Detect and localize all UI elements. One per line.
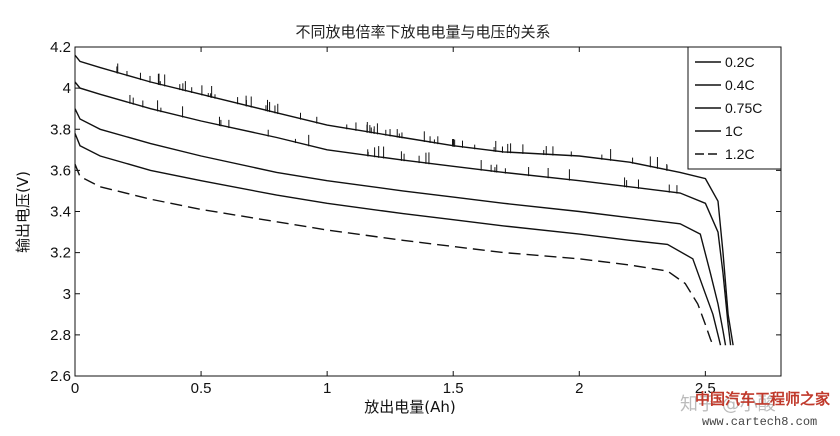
x-tick-label: 0.5 [191, 380, 212, 397]
measurement-noise [116, 63, 678, 194]
watermark-platform: 知乎 @小酸 [680, 394, 776, 415]
x-tick-label: 2 [575, 380, 583, 397]
legend: 0.2C 0.4C 0.75C 1C 1.2C [687, 46, 782, 170]
legend-label: 0.2C [725, 54, 755, 70]
x-axis-ticks: 0 0.5 1 1.5 2 2.5 [71, 47, 716, 397]
y-tick-label: 2.8 [50, 327, 71, 344]
series-line-0-4c [74, 81, 732, 346]
y-tick-label: 3.2 [50, 245, 71, 262]
y-tick-label: 3.8 [50, 121, 71, 138]
y-axis-label: 输出电压(V) [14, 171, 32, 253]
x-tick-label: 0 [71, 380, 79, 397]
x-tick-label: 1.5 [443, 380, 464, 397]
x-tick-label: 1 [323, 380, 331, 397]
watermark-site-url: www.cartech8.com [702, 415, 817, 429]
watermark-site-name: 中国汽车工程师之家 [695, 390, 830, 408]
y-tick-label: 3.4 [50, 204, 71, 221]
series-line-0-2c [74, 54, 734, 346]
plot-frame [74, 46, 782, 377]
series-layer [74, 54, 734, 346]
y-tick-label: 2.6 [50, 368, 71, 385]
legend-label: 0.4C [725, 77, 755, 93]
series-line-0-75c [74, 108, 727, 346]
y-tick-label: 4.2 [50, 39, 71, 56]
legend-label: 1.2C [725, 146, 755, 162]
legend-label: 1C [725, 123, 743, 139]
y-tick-label: 3 [63, 286, 71, 303]
legend-box [687, 46, 782, 170]
legend-label: 0.75C [725, 100, 762, 116]
x-tick-label: 2.5 [695, 380, 716, 397]
y-tick-label: 4 [63, 80, 71, 97]
series-line-1-2c [74, 163, 714, 346]
x-axis-label: 放出电量(Ah) [364, 398, 455, 416]
y-tick-label: 3.6 [50, 162, 71, 179]
series-line-1c [74, 133, 722, 346]
chart-title: 不同放电倍率下放电电量与电压的关系 [295, 23, 550, 41]
y-axis-ticks: 2.6 2.8 3 3.2 3.4 3.6 3.8 4 4.2 [50, 39, 781, 385]
